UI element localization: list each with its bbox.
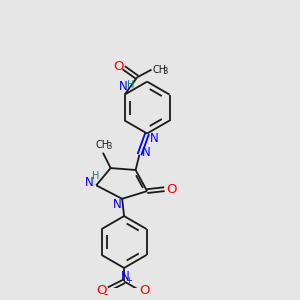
Text: N: N (121, 270, 129, 283)
Text: +: + (125, 276, 132, 285)
Text: H: H (127, 80, 134, 90)
Text: -: - (103, 288, 108, 300)
Text: N: N (149, 132, 158, 145)
Text: N: N (119, 80, 128, 93)
Text: CH: CH (96, 140, 110, 150)
Text: 3: 3 (106, 142, 111, 152)
Text: CH: CH (152, 64, 166, 75)
Text: N: N (113, 198, 122, 211)
Text: O: O (139, 284, 149, 298)
Text: O: O (166, 183, 176, 196)
Text: O: O (114, 60, 124, 73)
Text: O: O (96, 284, 106, 298)
Text: N: N (85, 176, 94, 189)
Text: 3: 3 (162, 67, 168, 76)
Text: H: H (92, 171, 99, 181)
Text: N: N (142, 146, 151, 159)
